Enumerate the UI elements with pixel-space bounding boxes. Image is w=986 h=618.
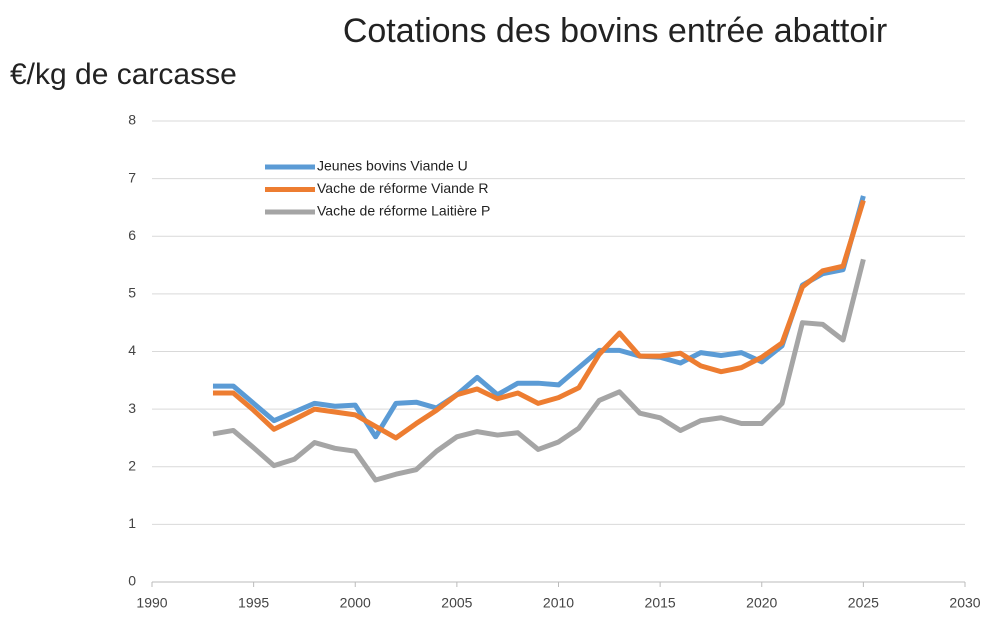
y-tick-label: 4: [128, 342, 136, 358]
legend-label: Vache de réforme Laitière P: [317, 203, 490, 219]
x-tick-label: 2020: [746, 595, 777, 611]
x-tick-label: 2030: [949, 595, 980, 611]
y-tick-label: 8: [128, 112, 136, 128]
legend-label: Jeunes bovins Viande U: [317, 158, 468, 174]
chart-title: Cotations des bovins entrée abattoir: [343, 12, 887, 50]
y-tick-label: 0: [128, 573, 136, 589]
legend-label: Vache de réforme Viande R: [317, 180, 488, 196]
y-tick-label: 2: [128, 457, 136, 473]
x-tick-label: 2025: [848, 595, 879, 611]
y-tick-label: 1: [128, 515, 136, 531]
y-axis-label: €/kg de carcasse: [10, 58, 237, 91]
series-line: [212, 199, 866, 441]
x-tick-label: 2000: [340, 595, 371, 611]
x-tick-label: 2015: [645, 595, 676, 611]
x-tick-label: 2005: [441, 595, 472, 611]
y-tick-label: 3: [128, 400, 136, 416]
series-line: [212, 258, 866, 483]
y-tick-label: 6: [128, 227, 136, 243]
x-tick-label: 1995: [238, 595, 269, 611]
x-tick-label: 2010: [543, 595, 574, 611]
y-tick-label: 7: [128, 169, 136, 185]
y-tick-label: 5: [128, 285, 136, 301]
x-tick-label: 1990: [136, 595, 167, 611]
